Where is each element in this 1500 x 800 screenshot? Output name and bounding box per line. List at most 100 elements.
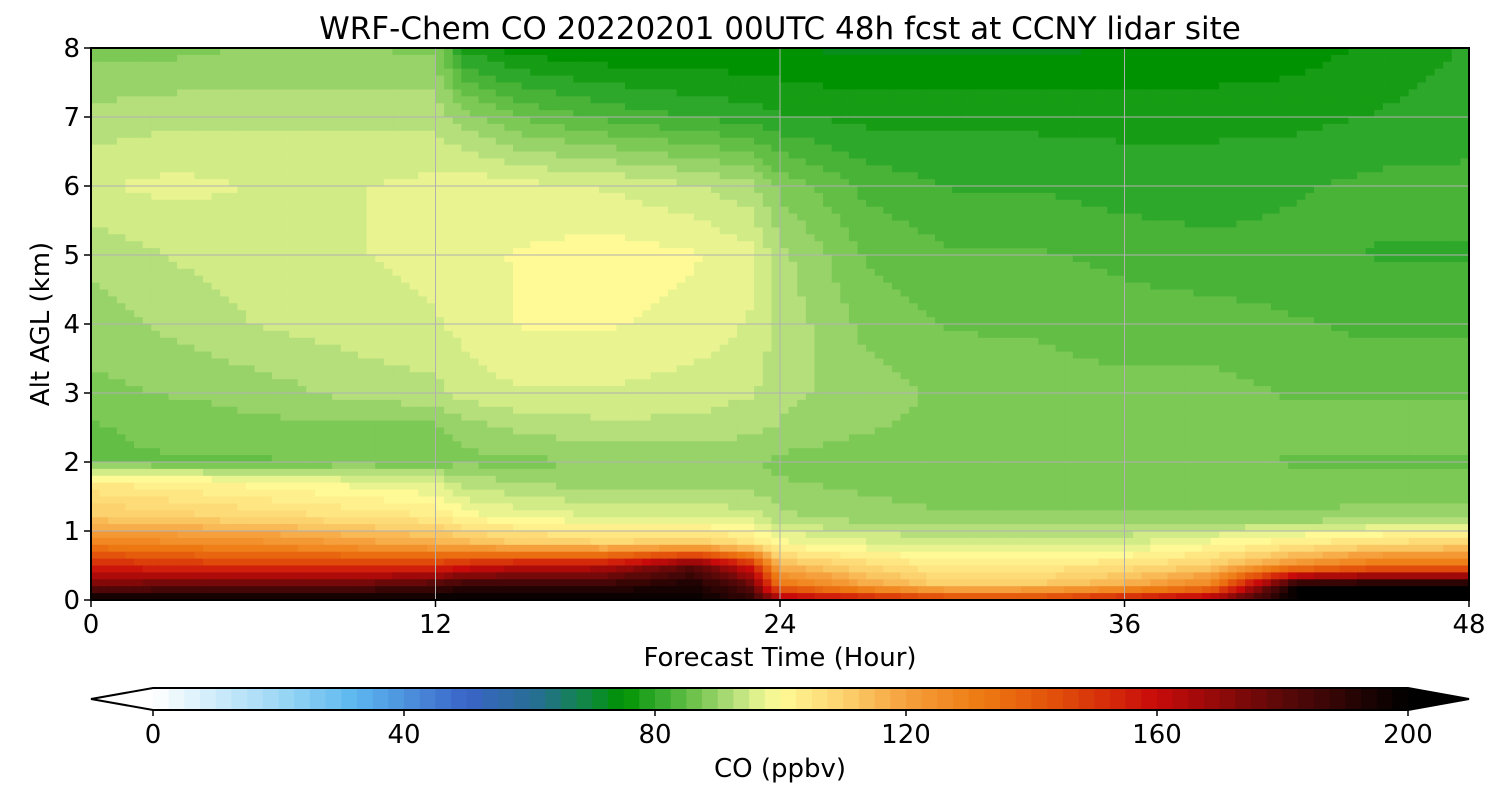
contour-cell (469, 172, 480, 180)
contour-cell (1408, 186, 1418, 194)
contour-cell (435, 144, 445, 153)
contour-cell (211, 48, 221, 56)
contour-cell (590, 110, 600, 118)
contour-cell (995, 192, 1005, 201)
contour-cell (624, 241, 635, 249)
contour-cell (926, 89, 936, 97)
contour-cell (590, 61, 600, 70)
contour-cell (194, 172, 204, 180)
contour-cell (237, 227, 247, 235)
contour-cell (1046, 234, 1057, 242)
contour-cell (1270, 206, 1281, 215)
contour-cell (383, 117, 394, 125)
contour-cell (719, 75, 729, 84)
contour-cell (220, 199, 230, 208)
contour-cell (1107, 123, 1117, 132)
contour-cell (323, 261, 333, 270)
contour-cell (1451, 48, 1461, 56)
contour-cell (745, 144, 755, 153)
contour-cell (1262, 54, 1272, 63)
contour-cell (168, 117, 178, 125)
contour-cell (357, 172, 368, 180)
contour-cell (1210, 255, 1220, 263)
contour-cell (883, 54, 893, 63)
contour-cell (633, 117, 643, 125)
contour-cell (332, 117, 342, 125)
contour-cell (340, 48, 350, 56)
contour-cell (633, 192, 643, 201)
contour-cell (1202, 172, 1212, 180)
contour-cell (995, 110, 1005, 118)
contour-cell (1357, 165, 1367, 173)
contour-cell (1305, 206, 1315, 215)
contour-cell (1064, 96, 1074, 104)
contour-cell (668, 137, 678, 146)
contour-cell (1382, 220, 1393, 228)
contour-cell (1296, 151, 1306, 159)
contour-cell (805, 165, 816, 173)
contour-cell (831, 151, 841, 159)
contour-cell (1322, 75, 1332, 84)
contour-cell (1434, 130, 1444, 139)
contour-cell (771, 186, 781, 194)
contour-cell (366, 48, 376, 56)
contour-cell (1374, 165, 1384, 173)
contour-cell (263, 151, 273, 159)
contour-cell (1236, 234, 1246, 242)
contour-cell (736, 137, 747, 146)
contour-cell (1150, 130, 1160, 139)
contour-cell (1262, 117, 1272, 125)
contour-cell (1003, 103, 1014, 111)
contour-cell (1331, 61, 1341, 70)
contour-cell (185, 117, 195, 125)
contour-cell (349, 151, 359, 159)
contour-cell (650, 165, 661, 173)
contour-cell (1460, 248, 1469, 256)
contour-cell (926, 234, 936, 242)
contour-cell (1029, 75, 1039, 84)
contour-cell (91, 255, 101, 263)
contour-cell (332, 192, 342, 201)
contour-cell (1425, 186, 1436, 194)
contour-cell (487, 48, 497, 56)
contour-cell (935, 186, 945, 194)
contour-cell (685, 110, 695, 118)
contour-cell (452, 82, 462, 90)
contour-cell (1176, 48, 1186, 56)
contour-cell (909, 186, 919, 194)
contour-cell (573, 96, 583, 104)
contour-cell (1331, 186, 1341, 194)
contour-cell (659, 213, 669, 222)
contour-cell (1339, 137, 1350, 146)
contour-cell (513, 206, 523, 215)
contour-cell (1184, 110, 1194, 118)
contour-cell (547, 54, 557, 63)
contour-cell (521, 255, 531, 263)
contour-cell (220, 234, 230, 242)
contour-cell (1107, 241, 1117, 249)
contour-cell (1107, 227, 1117, 235)
contour-cell (159, 137, 170, 146)
contour-cell (1245, 158, 1255, 166)
contour-cell (1227, 117, 1238, 125)
contour-cell (194, 61, 204, 70)
contour-cell (538, 61, 549, 70)
contour-cell (805, 123, 816, 132)
contour-cell (504, 158, 514, 166)
contour-cell (1227, 158, 1238, 166)
contour-cell (754, 103, 764, 111)
contour-cell (624, 151, 635, 159)
contour-cell (125, 241, 135, 249)
contour-cell (91, 144, 101, 153)
contour-cell (1262, 255, 1272, 263)
contour-cell (797, 206, 807, 215)
contour-cell (943, 61, 953, 70)
contour-cell (108, 48, 118, 56)
contour-cell (323, 234, 333, 242)
contour-cell (289, 172, 299, 180)
contour-cell (823, 255, 833, 263)
contour-cell (1167, 151, 1177, 159)
contour-cell (125, 227, 135, 235)
contour-cell (1331, 144, 1341, 153)
contour-cell (444, 151, 454, 159)
